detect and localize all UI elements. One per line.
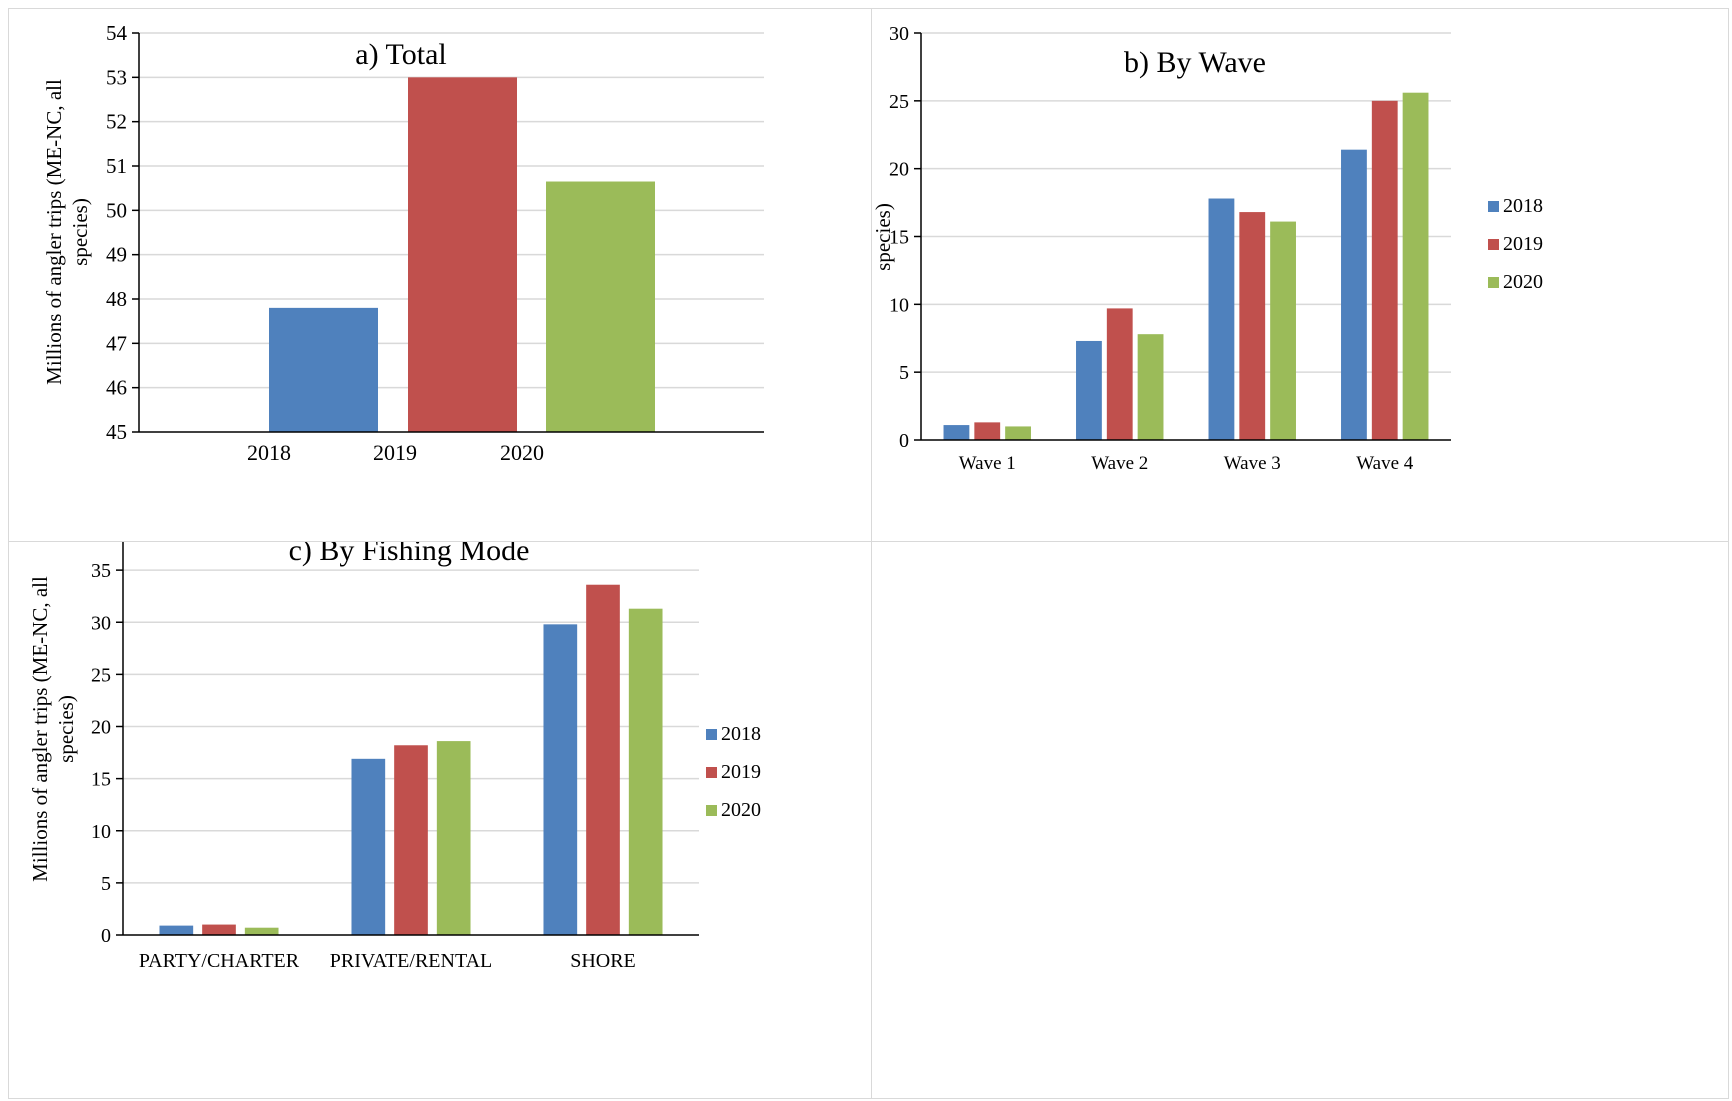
y-tick-label: 30	[91, 612, 111, 634]
total-chart-svg: 45 46 47 48 49 50 51 52 53 54 2018 2019 2020 a) Total…	[42, 21, 764, 465]
legend-label: 2018	[1503, 195, 1543, 217]
y-tick-label: 49	[106, 243, 127, 267]
y-tick-label: 20	[91, 717, 111, 739]
bar-wave-1-2019	[974, 422, 1001, 440]
legend-label: 2019	[1503, 233, 1543, 255]
bar-private-rental-2020	[436, 741, 471, 935]
bar-private-rental-2019	[394, 745, 428, 935]
y-tick-label: 0	[899, 430, 909, 452]
legend-label: 2018	[721, 723, 761, 745]
legend: 2018 2019 2020	[706, 723, 761, 821]
y-tick-label: 48	[106, 287, 127, 311]
y-tick-label: 50	[106, 198, 127, 222]
by-fishing-mode-chart-svg: 0510152025303540PARTY/CHARTERPRIVATE/REN…	[28, 542, 761, 972]
chart-title: c) By Fishing Mode	[289, 542, 530, 567]
x-category-label: Wave 3	[1224, 453, 1281, 474]
x-category-label: Wave 2	[1091, 453, 1148, 474]
legend-swatch-2019	[706, 767, 717, 778]
legend-swatch-2018	[706, 729, 717, 740]
bar-wave-2-2019	[1106, 308, 1133, 440]
y-tick-label: 10	[91, 821, 111, 843]
bar-party-charter-2020	[244, 927, 279, 935]
x-category-label: 2020	[500, 440, 544, 465]
bar-wave-1-2020	[1005, 426, 1031, 440]
legend-swatch-2020	[706, 805, 717, 816]
legend-swatch-2018	[1488, 201, 1499, 212]
y-axis-label: Millions of angler trips (ME-NC, allspec…	[872, 84, 895, 390]
x-category-label: 2018	[247, 440, 291, 465]
y-tick-label: 52	[106, 110, 127, 134]
y-axis-label: Millions of angler trips (ME-NC, allspec…	[28, 576, 78, 882]
x-category-label: Wave 4	[1356, 453, 1414, 474]
legend: 2018 2019 2020	[1488, 195, 1543, 293]
y-tick-label: 54	[106, 21, 128, 45]
bar-wave-4-2020	[1402, 92, 1429, 441]
y-tick-label: 5	[899, 362, 909, 384]
bar-2019	[408, 77, 517, 432]
legend-label: 2019	[721, 761, 761, 783]
bars-group: Wave 1 Wave 2 Wave 3 Wave 4	[943, 92, 1429, 474]
y-tick-label: 25	[91, 664, 111, 686]
chart-panel-by-wave: 0 5 10 15 20 25 30 Wave 1 Wave 2 Wave 3 Wave 4 2018…	[871, 8, 1729, 542]
chart-title: b) By Wave	[1124, 46, 1266, 79]
empty-panel	[871, 541, 1729, 1099]
bar-party-charter-2018	[159, 925, 194, 935]
y-tick-label: 15	[889, 227, 909, 249]
y-tick-label: 25	[889, 91, 909, 113]
bar-shore-2019	[586, 584, 620, 935]
legend-label: 2020	[1503, 271, 1543, 293]
y-tick-label: 5	[101, 873, 111, 895]
y-tick-label: 15	[91, 769, 111, 791]
x-category-label: 2019	[373, 440, 417, 465]
y-tick-label: 51	[106, 154, 127, 178]
bars-group: 2018 2019 2020	[247, 77, 655, 465]
bar-wave-4-2018	[1341, 149, 1367, 440]
chart-title: a) Total	[355, 38, 446, 71]
legend-swatch-2020	[1488, 277, 1499, 288]
chart-panel-total: 45 46 47 48 49 50 51 52 53 54 2018 2019 2020 a) Total…	[8, 8, 872, 542]
bar-2018	[269, 307, 378, 432]
y-tick-label: 30	[889, 23, 909, 45]
chart-panel-by-fishing-mode: 0510152025303540PARTY/CHARTERPRIVATE/REN…	[8, 541, 872, 1099]
legend-label: 2020	[721, 799, 761, 821]
x-category-label: PARTY/CHARTER	[139, 950, 300, 972]
y-tick-label: 35	[91, 560, 111, 582]
y-tick-label: 10	[889, 294, 909, 316]
y-axis-label: Millions of angler trips (ME-NC, allspec…	[42, 79, 92, 385]
bar-wave-4-2019	[1371, 100, 1398, 440]
bar-wave-3-2020	[1270, 221, 1296, 440]
bars-group: PARTY/CHARTER PRIVATE/RENTAL SHORE	[139, 584, 663, 972]
x-category-label: PRIVATE/RENTAL	[330, 950, 492, 972]
y-tick-label: 46	[106, 376, 127, 400]
bar-private-rental-2018	[351, 758, 386, 935]
bar-shore-2018	[543, 624, 578, 935]
x-category-label: SHORE	[570, 950, 636, 972]
by-wave-chart-svg: 0 5 10 15 20 25 30 Wave 1 Wave 2 Wave 3 Wave 4 2018…	[872, 23, 1543, 474]
y-tick-label: 47	[106, 331, 127, 355]
y-tick-label: 0	[101, 925, 111, 947]
bar-wave-2-2018	[1076, 340, 1102, 440]
y-tick-label: 20	[889, 159, 909, 181]
bar-wave-1-2018	[943, 425, 970, 440]
bar-wave-3-2019	[1239, 212, 1266, 440]
bar-wave-3-2018	[1208, 198, 1235, 440]
y-tick-label: 45	[106, 420, 127, 444]
bar-wave-2-2020	[1137, 334, 1164, 440]
y-tick-label: 53	[106, 65, 127, 89]
bar-party-charter-2019	[202, 924, 236, 935]
legend-swatch-2019	[1488, 239, 1499, 250]
bar-2020	[546, 181, 655, 432]
bar-shore-2020	[628, 608, 663, 935]
x-category-label: Wave 1	[959, 453, 1016, 474]
